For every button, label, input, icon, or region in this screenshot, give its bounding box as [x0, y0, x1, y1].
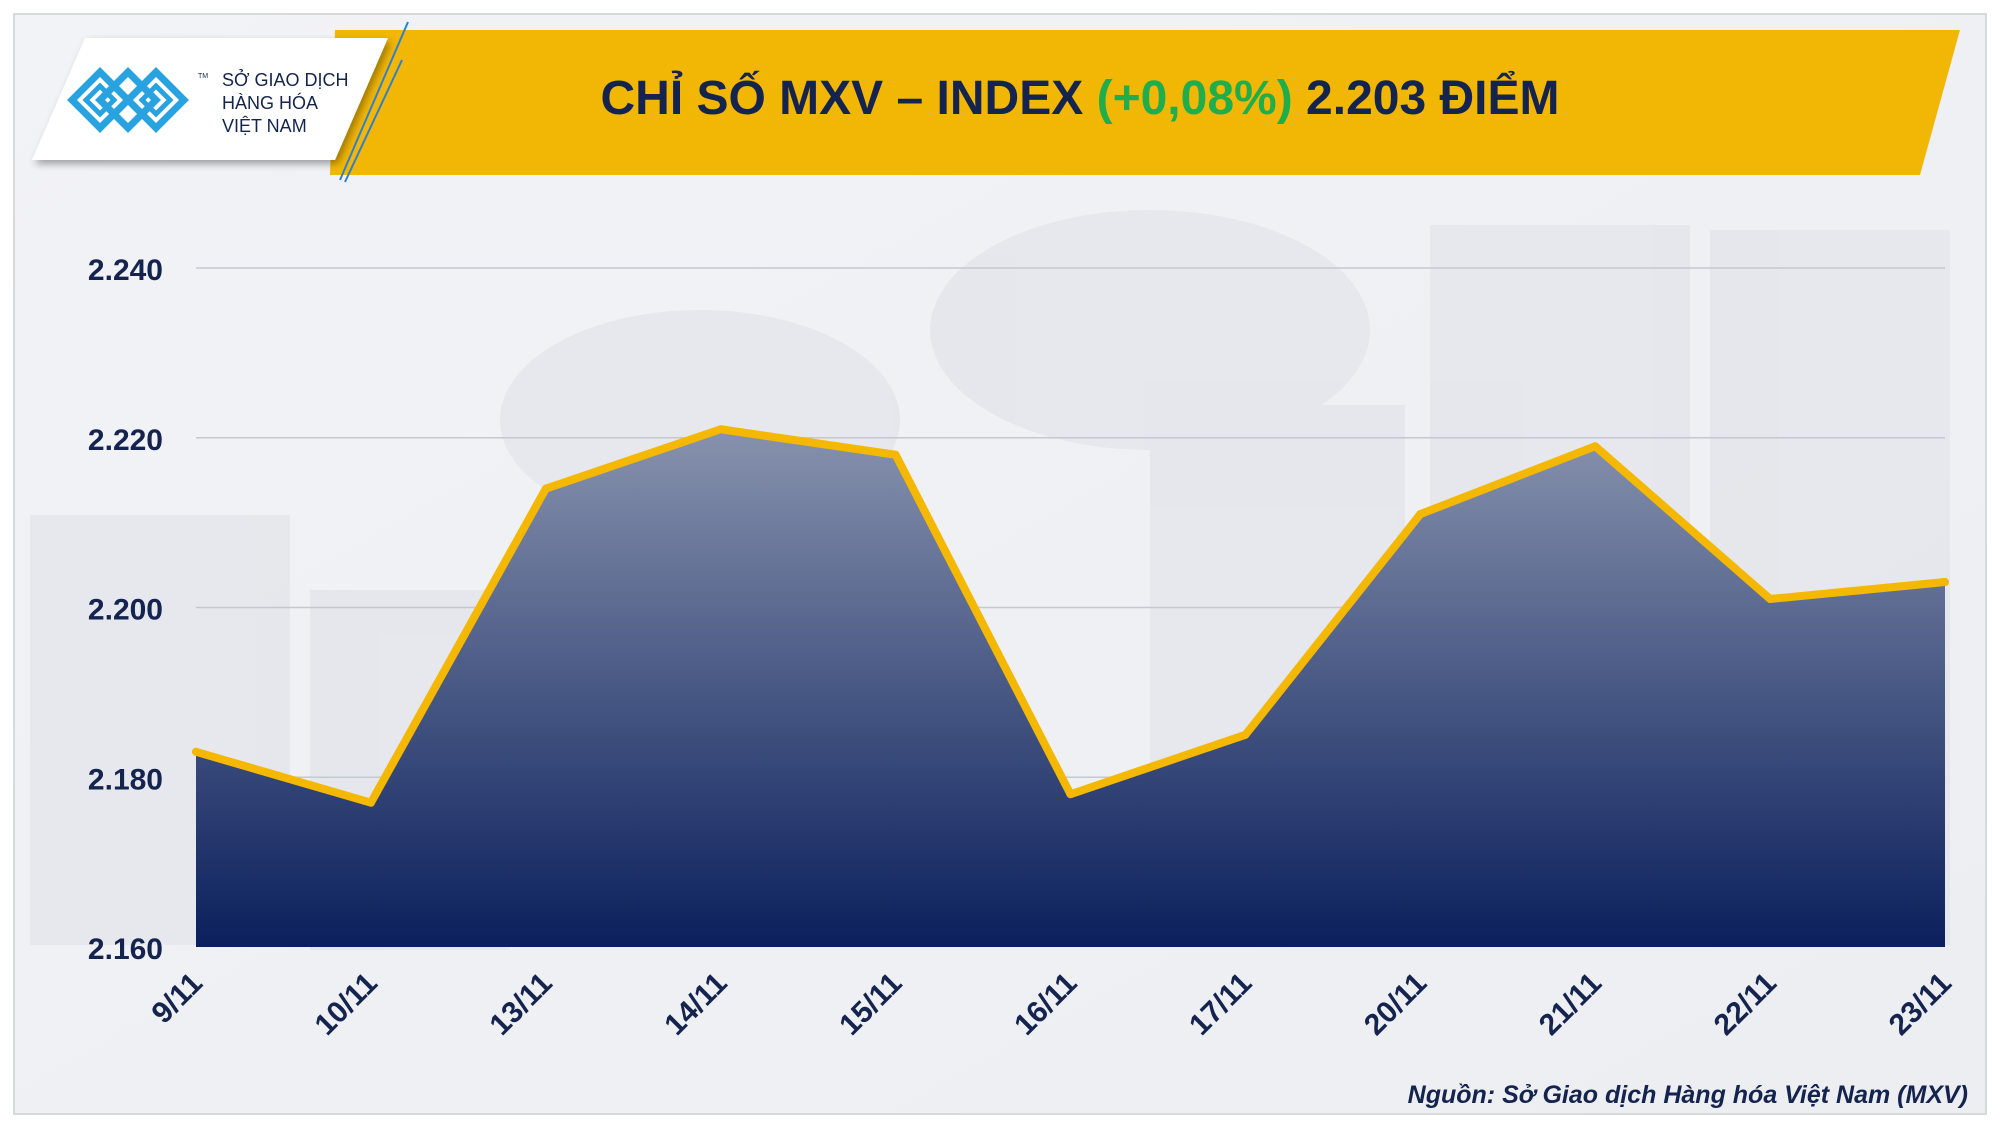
y-tick-label: 2.160 — [88, 933, 163, 966]
title-banner — [330, 30, 1960, 175]
title-change: (+0,08%) — [1097, 72, 1293, 125]
source-note: Nguồn: Sở Giao dịch Hàng hóa Việt Nam (M… — [1408, 1081, 1968, 1109]
logo-trademark: TM — [198, 73, 208, 80]
y-tick-label: 2.180 — [88, 763, 163, 796]
title-main: CHỈ SỐ MXV – INDEX — [600, 70, 1083, 125]
data-point — [192, 747, 200, 756]
y-tick-label: 2.240 — [88, 254, 163, 287]
y-axis-ticks: 2.160 2.180 2.200 2.220 2.240 — [88, 254, 163, 966]
data-point — [1066, 790, 1075, 799]
banner-accent-line-2 — [344, 59, 403, 183]
logo-text-line1: SỞ GIAO DỊCH — [222, 69, 348, 90]
data-point — [1591, 442, 1600, 451]
logo-plate — [32, 38, 388, 160]
title-points: 2.203 ĐIỂM — [1306, 71, 1559, 125]
data-point — [1766, 595, 1775, 604]
area-layer — [196, 429, 1945, 947]
chart-title: CHỈ SỐ MXV – INDEX (+0,08%) 2.203 ĐIỂM — [600, 70, 1559, 125]
data-point — [1241, 730, 1250, 739]
data-point — [1416, 510, 1425, 519]
data-point — [541, 484, 550, 493]
line-layer — [192, 425, 1949, 807]
logo-icon — [67, 67, 189, 133]
banner-accent-line — [339, 21, 409, 181]
data-point — [716, 425, 725, 434]
logo-text-line2: HÀNG HÓA — [222, 92, 318, 113]
data-point — [366, 798, 375, 807]
y-tick-label: 2.200 — [88, 594, 163, 627]
area-fill — [196, 429, 1945, 947]
data-point — [891, 450, 900, 459]
logo-text-line3: VIỆT NAM — [222, 116, 307, 136]
y-tick-label: 2.220 — [88, 424, 163, 457]
data-point — [1941, 578, 1949, 587]
